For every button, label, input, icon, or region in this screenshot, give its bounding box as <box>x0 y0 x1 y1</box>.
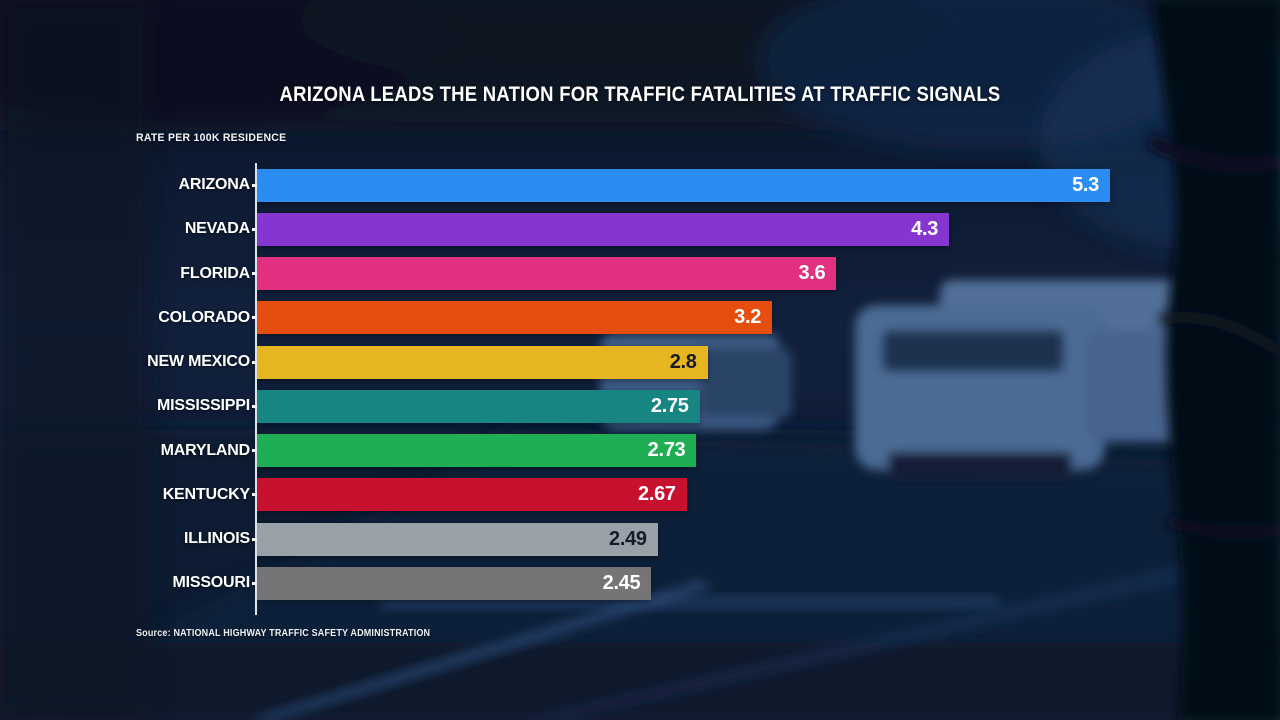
y-axis-line <box>255 163 257 615</box>
bar-row: MISSOURI 2.45 <box>135 561 1113 605</box>
axis-tick-icon <box>252 360 257 364</box>
bar-value-label: 2.8 <box>669 350 697 373</box>
bar-track: 2.67 <box>257 478 1110 512</box>
bar-track: 3.6 <box>257 257 1110 291</box>
bar-row: ARIZONA 5.3 <box>135 163 1113 207</box>
category-label: ILLINOIS <box>184 530 250 548</box>
bar-track: 4.3 <box>257 212 1110 246</box>
bar: 2.73 <box>257 434 697 468</box>
bar: 2.45 <box>257 566 652 600</box>
bar-row: MARYLAND 2.73 <box>135 429 1113 473</box>
road-markings <box>0 540 1280 720</box>
tree-trunk <box>1146 0 1280 720</box>
bar-track: 2.73 <box>257 434 1110 468</box>
category-label: MISSISSIPPI <box>157 397 250 415</box>
bar: 2.8 <box>257 345 708 379</box>
category-label: COLORADO <box>158 308 250 326</box>
car-shape <box>700 348 792 418</box>
category-label: NEW MEXICO <box>147 353 250 371</box>
bar-value-label: 4.3 <box>911 217 939 240</box>
bar-row: NEVADA 4.3 <box>135 207 1113 251</box>
axis-tick-icon <box>252 272 257 276</box>
car-shadow <box>888 452 1072 478</box>
bar-row: NEW MEXICO 2.8 <box>135 340 1113 384</box>
bar: 2.67 <box>257 478 687 512</box>
category-label: MISSOURI <box>172 574 250 592</box>
bar: 4.3 <box>257 212 950 246</box>
axis-tick-icon <box>252 493 257 497</box>
bar-row: KENTUCKY 2.67 <box>135 473 1113 517</box>
bar-track: 5.3 <box>257 168 1110 202</box>
bar-chart: ARIZONA 5.3 NEVADA 4.3 FLORIDA 3.6 COLOR… <box>135 163 1113 606</box>
axis-tick-icon <box>252 404 257 408</box>
vignette <box>0 0 150 720</box>
street-scene <box>0 280 1280 720</box>
category-label: NEVADA <box>184 220 250 238</box>
bar-value-label: 3.6 <box>798 262 826 285</box>
source-note: Source: NATIONAL HIGHWAY TRAFFIC SAFETY … <box>136 628 431 639</box>
chart-subtitle: RATE PER 100K RESIDENCE <box>136 132 287 144</box>
bar: 3.2 <box>257 301 773 335</box>
axis-tick-icon <box>252 537 257 541</box>
bar-track: 2.45 <box>257 566 1110 600</box>
axis-tick-icon <box>252 449 257 453</box>
bar-row: COLORADO 3.2 <box>135 296 1113 340</box>
bar-track: 3.2 <box>257 301 1110 335</box>
bar-row: ILLINOIS 2.49 <box>135 517 1113 561</box>
bar: 3.6 <box>257 257 837 291</box>
axis-tick-icon <box>252 581 257 585</box>
category-label: FLORIDA <box>180 264 250 282</box>
category-label: MARYLAND <box>160 441 251 459</box>
category-label: KENTUCKY <box>162 485 250 503</box>
bar: 2.75 <box>257 389 700 423</box>
bar-value-label: 2.45 <box>602 571 641 594</box>
bar-row: MISSISSIPPI 2.75 <box>135 384 1113 428</box>
bar-value-label: 3.2 <box>734 306 762 329</box>
suv-window <box>882 330 1064 372</box>
bar: 5.3 <box>257 168 1110 202</box>
bar-value-label: 5.3 <box>1072 173 1099 196</box>
bar-row: FLORIDA 3.6 <box>135 252 1113 296</box>
bar: 2.49 <box>257 522 658 556</box>
bar-value-label: 2.75 <box>650 394 689 417</box>
axis-tick-icon <box>252 227 257 231</box>
bar-track: 2.75 <box>257 389 1110 423</box>
category-label: ARIZONA <box>178 176 251 194</box>
axis-tick-icon <box>252 183 257 187</box>
bar-value-label: 2.49 <box>609 527 647 550</box>
bar-track: 2.49 <box>257 522 1110 556</box>
bar-track: 2.8 <box>257 345 1110 379</box>
bar-value-label: 2.73 <box>647 439 686 462</box>
bar-value-label: 2.67 <box>638 483 676 506</box>
axis-tick-icon <box>252 316 257 320</box>
chart-title: ARIZONA LEADS THE NATION FOR TRAFFIC FAT… <box>279 83 1001 106</box>
